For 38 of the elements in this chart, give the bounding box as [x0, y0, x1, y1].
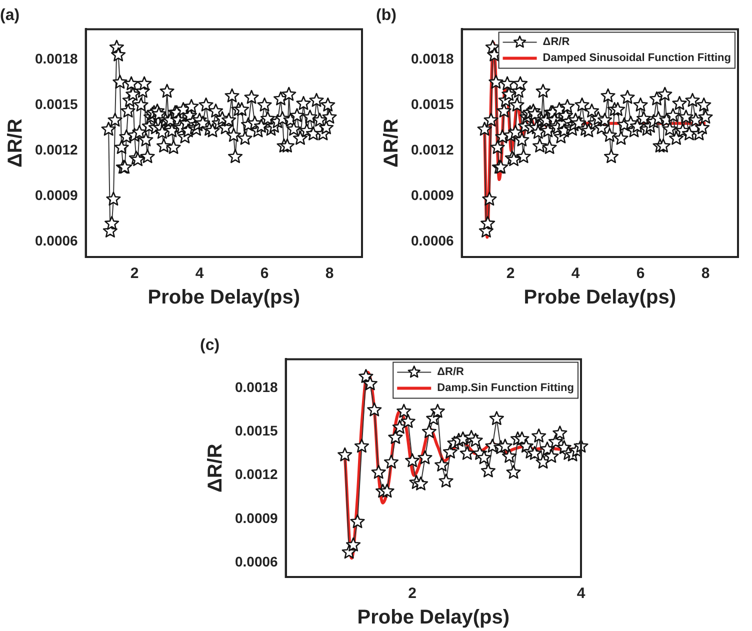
y-tick-label: 0.0006	[34, 232, 78, 249]
x-tick-label: 4	[576, 585, 586, 602]
legend-label: Damp.Sin Function Fitting	[437, 382, 574, 394]
y-tick-label: 0.0012	[34, 142, 78, 158]
x-tick-label: 8	[325, 265, 334, 282]
y-tick-label: 0.0015	[34, 96, 78, 112]
chart-title: (c)	[200, 337, 220, 354]
chart-title: (a)	[0, 7, 20, 24]
y-tick-label: 0.0018	[34, 50, 78, 66]
legend-label: ΔR/R	[437, 366, 464, 378]
y-tick-label: 0.0012	[410, 142, 454, 158]
y-tick-label: 0.0015	[234, 422, 278, 439]
y-tick-label: 0.0006	[234, 553, 278, 570]
y-tick-label: 0.0009	[234, 510, 278, 526]
y-tick-label: 0.0009	[34, 187, 78, 204]
x-tick-label: 4	[195, 265, 204, 282]
legend-label: ΔR/R	[542, 36, 570, 48]
y-tick-label: 0.0015	[410, 96, 454, 112]
x-tick-label: 4	[571, 265, 580, 282]
x-tick-label: 2	[506, 265, 515, 282]
x-tick-label: 6	[636, 265, 645, 282]
y-tick-label: 0.0018	[410, 50, 454, 66]
y-tick-label: 0.0009	[410, 187, 454, 204]
x-axis-title: Probe Delay(ps)	[524, 286, 676, 309]
y-axis-title: ΔR/R	[204, 443, 227, 493]
x-axis-title: Probe Delay(ps)	[148, 286, 300, 309]
chart-title: (b)	[376, 7, 396, 24]
x-tick-label: 8	[701, 265, 710, 282]
x-tick-label: 2	[130, 265, 139, 282]
x-tick-label: 2	[408, 585, 416, 602]
x-axis-title: Probe Delay(ps)	[357, 606, 510, 629]
x-tick-label: 6	[260, 265, 269, 282]
legend-label: Damped Sinusoidal Function Fitting	[542, 52, 732, 64]
y-tick-label: 0.0006	[410, 232, 454, 249]
y-axis-title: ΔR/R	[4, 118, 27, 168]
y-axis-title: ΔR/R	[380, 118, 403, 168]
y-tick-label: 0.0018	[234, 379, 278, 396]
y-tick-label: 0.0012	[234, 466, 278, 482]
